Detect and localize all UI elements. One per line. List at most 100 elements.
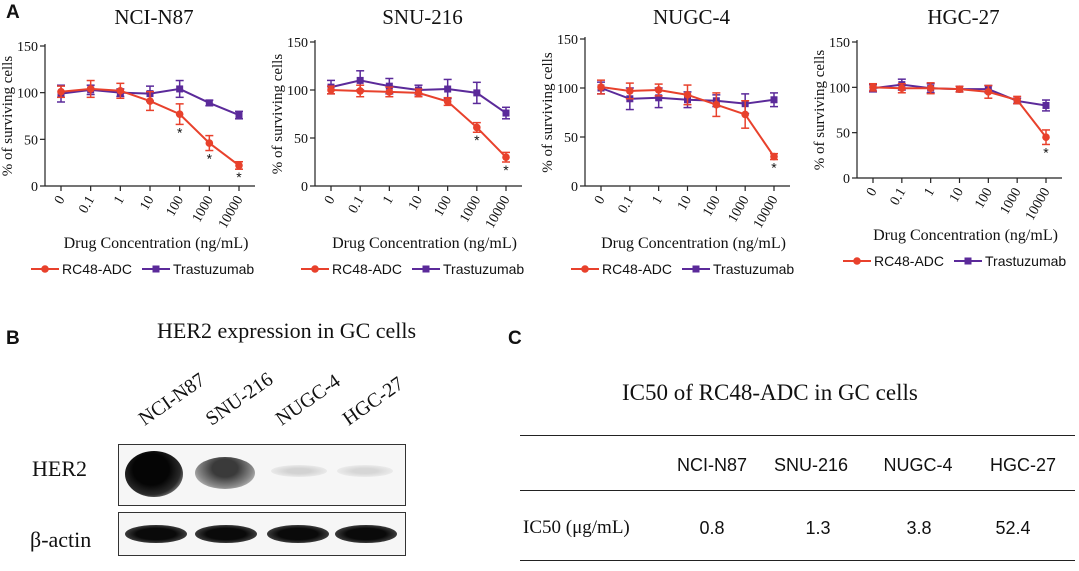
- y-tick-label: 50: [24, 133, 38, 148]
- blot-band: [335, 525, 397, 543]
- significance-star: *: [177, 124, 183, 140]
- data-point: [1013, 96, 1021, 104]
- legend-label: RC48-ADC: [602, 261, 672, 277]
- x-tick-label: 1000: [998, 186, 1025, 218]
- y-tick-label: 100: [829, 81, 850, 96]
- x-tick-label: 0.1: [76, 194, 98, 217]
- data-point: [898, 84, 906, 93]
- data-point: [597, 83, 605, 91]
- legend-label: RC48-ADC: [874, 253, 944, 269]
- data-point: [654, 86, 663, 94]
- table-row-label: IC50 (μg/mL): [523, 517, 630, 538]
- legend-marker: [41, 265, 49, 273]
- x-tick-label: 100: [432, 194, 455, 220]
- x-tick-label: 1: [922, 186, 938, 200]
- x-tick-label: 10000: [1023, 186, 1053, 224]
- table-title: IC50 of RC48-ADC in GC cells: [622, 380, 918, 405]
- blot-band: [195, 457, 255, 489]
- data-point: [626, 87, 634, 95]
- x-tick-label: 10: [406, 194, 426, 214]
- data-point: [473, 89, 481, 97]
- y-tick-label: 150: [287, 36, 308, 51]
- x-axis-label: Drug Concentration (ng/mL): [64, 235, 249, 252]
- data-point: [205, 139, 214, 147]
- blot-actin-strip: [118, 512, 406, 556]
- x-tick-label: 10: [947, 186, 967, 206]
- x-axis-label: Drug Concentration (ng/mL): [873, 227, 1058, 244]
- x-tick-label: 100: [700, 194, 723, 220]
- data-point: [235, 111, 243, 119]
- legend-label: RC48-ADC: [332, 261, 402, 277]
- blot-lane-label: SNU-216: [201, 368, 278, 431]
- table-header: HGC-27: [989, 455, 1057, 475]
- table-cell: 52.4: [995, 518, 1031, 538]
- x-tick-label: 1: [650, 194, 666, 208]
- x-tick-label: 0: [864, 186, 880, 200]
- table-cell: 0.8: [699, 518, 725, 538]
- table-header: NCI-N87: [676, 455, 748, 475]
- x-tick-label: 0.1: [346, 194, 368, 217]
- data-point: [770, 96, 778, 104]
- table-header: NUGC-4: [883, 455, 953, 475]
- legend-marker: [152, 265, 160, 273]
- legend-marker: [853, 257, 861, 265]
- y-tick-label: 150: [17, 40, 38, 55]
- y-tick-label: 100: [557, 82, 578, 97]
- data-point: [926, 84, 935, 93]
- significance-star: *: [503, 162, 509, 178]
- y-axis-label: % of surviving cells: [0, 56, 16, 177]
- table-bottom-rule: [520, 560, 1075, 561]
- data-point: [655, 94, 663, 102]
- blot-band: [125, 525, 187, 543]
- blot-row-label-actin: β-actin: [30, 527, 92, 552]
- data-point: [176, 85, 184, 93]
- blot-band: [195, 525, 257, 543]
- blot-band: [271, 465, 327, 477]
- data-point: [473, 123, 481, 132]
- panel-label-c: C: [508, 328, 522, 349]
- legend-label: Trastuzumab: [443, 261, 524, 277]
- data-point: [984, 88, 993, 96]
- data-point: [414, 89, 423, 97]
- x-tick-label: 10: [137, 194, 157, 214]
- blot-her2-strip: [118, 444, 406, 506]
- data-point: [146, 97, 154, 105]
- data-point: [712, 100, 721, 109]
- data-point: [443, 97, 452, 106]
- legend-label: Trastuzumab: [173, 261, 254, 277]
- legend-marker: [581, 265, 589, 273]
- x-tick-label: 100: [972, 186, 995, 212]
- panel-label-a: A: [6, 2, 20, 23]
- legend-marker: [964, 257, 972, 265]
- table-top-rule: [520, 435, 1075, 436]
- y-axis-label: % of surviving cells: [270, 54, 286, 175]
- significance-star: *: [771, 160, 777, 176]
- data-point: [770, 152, 778, 161]
- data-point: [1042, 101, 1050, 109]
- data-point: [86, 85, 95, 93]
- x-axis-label: Drug Concentration (ng/mL): [601, 235, 786, 252]
- x-tick-label: 0.1: [616, 194, 638, 217]
- y-axis-label: % of surviving cells: [540, 52, 556, 173]
- x-tick-label: 0: [592, 194, 608, 208]
- data-point: [356, 87, 364, 95]
- x-tick-label: 0: [52, 194, 68, 208]
- x-tick-label: 10000: [216, 194, 246, 232]
- data-point: [683, 91, 692, 99]
- x-tick-label: 10000: [751, 194, 781, 232]
- y-tick-label: 50: [564, 131, 578, 146]
- x-tick-label: 1: [111, 194, 127, 208]
- x-tick-label: 1000: [190, 194, 217, 226]
- data-point: [1042, 133, 1050, 141]
- x-axis-label: Drug Concentration (ng/mL): [332, 235, 517, 252]
- table-mid-rule: [520, 490, 1075, 491]
- x-tick-label: 0.1: [888, 186, 910, 209]
- y-tick-label: 0: [571, 180, 578, 195]
- data-point: [205, 99, 213, 107]
- data-point: [175, 110, 184, 118]
- table-cell: 3.8: [906, 518, 932, 538]
- blot-band: [337, 465, 393, 477]
- data-point: [502, 153, 510, 161]
- legend-label: RC48-ADC: [62, 261, 132, 277]
